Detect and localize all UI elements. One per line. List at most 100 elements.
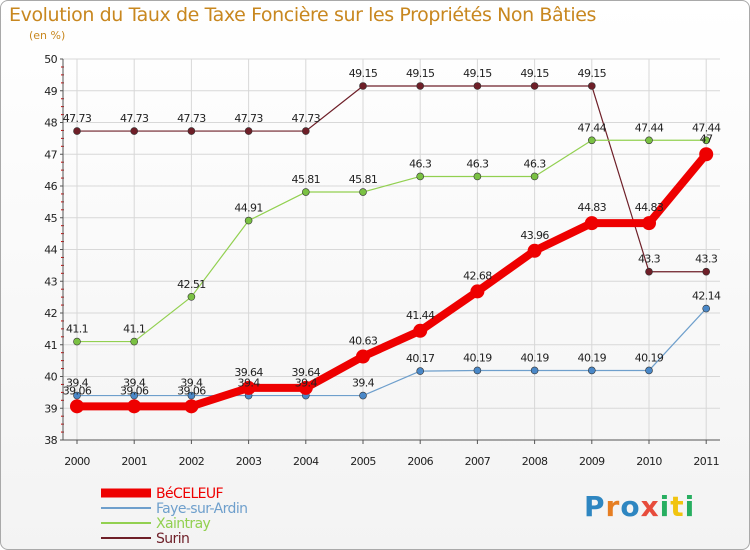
x-tick-label: 2010 [636,455,662,468]
y-tick-label: 47 [44,148,57,161]
point-surin [187,127,196,135]
data-label-b-celeuf: 39.06 [63,384,92,397]
point-b-celeuf [413,323,428,338]
point-xaintray [473,172,482,181]
y-tick-label: 43 [44,275,57,288]
point-xaintray [244,216,253,225]
x-tick-label: 2009 [579,455,605,468]
point-surin [359,82,367,90]
data-label-faye-sur-ardin: 40.19 [520,351,549,364]
point-xaintray [416,172,425,181]
point-b-celeuf [699,147,714,162]
series-line-xaintray [76,139,707,343]
point-surin [244,127,253,135]
data-label-faye-sur-ardin: 42.14 [692,290,721,303]
logo-letter: i [659,490,671,523]
data-label-faye-sur-ardin: 39.4 [66,377,89,390]
axes: 38 39 40 41 42 43 44 45 46 47 48 49 50 2000 2001 2002 20… [44,53,720,468]
point-faye-sur-ardin [359,391,367,400]
data-label-faye-sur-ardin: 40.19 [635,351,664,364]
y-tick-label: 48 [44,117,57,130]
point-surin [645,267,653,276]
logo-letter: o [620,490,641,523]
legend-label-faye-sur-ardin: Faye-sur-Ardin [156,501,247,517]
data-label-faye-sur-ardin: 39.4 [123,377,146,390]
point-xaintray [587,136,596,145]
point-xaintray [645,136,653,145]
legend-label-xaintray: Xaintray [156,516,211,532]
y-tick-label: 42 [44,307,57,320]
data-label-xaintray: 46.3 [466,157,489,170]
point-b-celeuf [184,399,199,414]
chart-subtitle: (en %) [29,29,66,42]
data-labels: 47.73 47.73 47.73 47.73 47.73 49.15 49.15 49.15… [63,67,722,397]
data-label-surin: 47.73 [292,112,321,125]
point-b-celeuf [356,349,370,364]
data-label-b-celeuf: 39.06 [177,384,206,397]
point-surin [702,267,711,276]
legend-label-b-celeuf: BéCELEUF [156,486,224,502]
point-b-celeuf [642,216,656,231]
data-label-surin: 47.73 [234,112,263,125]
y-tick-label: 46 [44,180,57,193]
data-label-surin: 43.3 [695,253,718,266]
logo-letter: P [584,490,606,523]
point-xaintray [359,188,367,196]
point-faye-sur-ardin [530,366,539,375]
point-surin [587,82,596,90]
point-xaintray [301,188,310,196]
x-tick-label: 2001 [121,455,147,468]
x-tick-label: 2008 [522,455,548,468]
x-tick-label: 2004 [293,455,319,468]
data-label-b-celeuf: 44.83 [635,201,664,214]
data-label-surin: 49.15 [578,67,607,80]
series-line-faye-sur-ardin [76,307,707,397]
data-label-surin: 43.3 [638,253,661,266]
x-tick-label: 2003 [236,455,262,468]
point-surin [130,127,138,135]
data-label-faye-sur-ardin: 39.4 [295,377,318,390]
data-label-faye-sur-ardin: 40.19 [578,351,607,364]
point-b-celeuf [470,284,485,299]
data-label-xaintray: 44.91 [234,202,263,215]
data-label-xaintray: 47.44 [578,121,607,134]
data-label-b-celeuf: 39.06 [120,384,149,397]
y-tick-label: 44 [44,244,57,257]
data-label-xaintray: 46.3 [524,157,547,170]
point-faye-sur-ardin [473,366,482,375]
data-label-faye-sur-ardin: 39.4 [238,377,261,390]
logo-letter: i [684,490,696,523]
data-label-surin: 49.15 [406,67,435,80]
data-label-xaintray: 41.1 [66,323,88,336]
data-label-surin: 47.73 [120,112,149,125]
data-label-surin: 47.73 [177,112,206,125]
point-xaintray [73,337,81,346]
point-faye-sur-ardin [702,304,711,313]
x-tick-label: 2007 [465,455,491,468]
data-label-b-celeuf: 40.63 [349,334,378,347]
data-label-surin: 49.15 [463,67,492,80]
x-tick-label: 2000 [64,455,90,468]
data-label-faye-sur-ardin: 40.19 [463,351,492,364]
data-label-xaintray: 47.44 [692,121,721,134]
data-label-xaintray: 42.51 [177,278,206,291]
data-label-b-celeuf: 47 [700,132,713,145]
data-label-b-celeuf: 39.64 [292,366,321,379]
data-label-xaintray: 41.1 [123,323,145,336]
y-tick-label: 38 [44,434,57,447]
point-xaintray [530,172,539,181]
point-b-celeuf [298,380,313,395]
x-tick-label: 2005 [350,455,376,468]
logo-letter: t [670,490,685,523]
legend-label-surin: Surin [156,531,189,547]
data-label-faye-sur-ardin: 40.17 [406,352,435,365]
point-surin [473,82,482,90]
point-faye-sur-ardin [187,391,196,400]
data-label-xaintray: 46.3 [409,157,432,170]
series-lines [70,82,714,414]
point-faye-sur-ardin [73,391,81,400]
point-faye-sur-ardin [416,367,425,375]
y-tick-label: 39 [44,402,57,415]
grid-lines [63,58,720,441]
